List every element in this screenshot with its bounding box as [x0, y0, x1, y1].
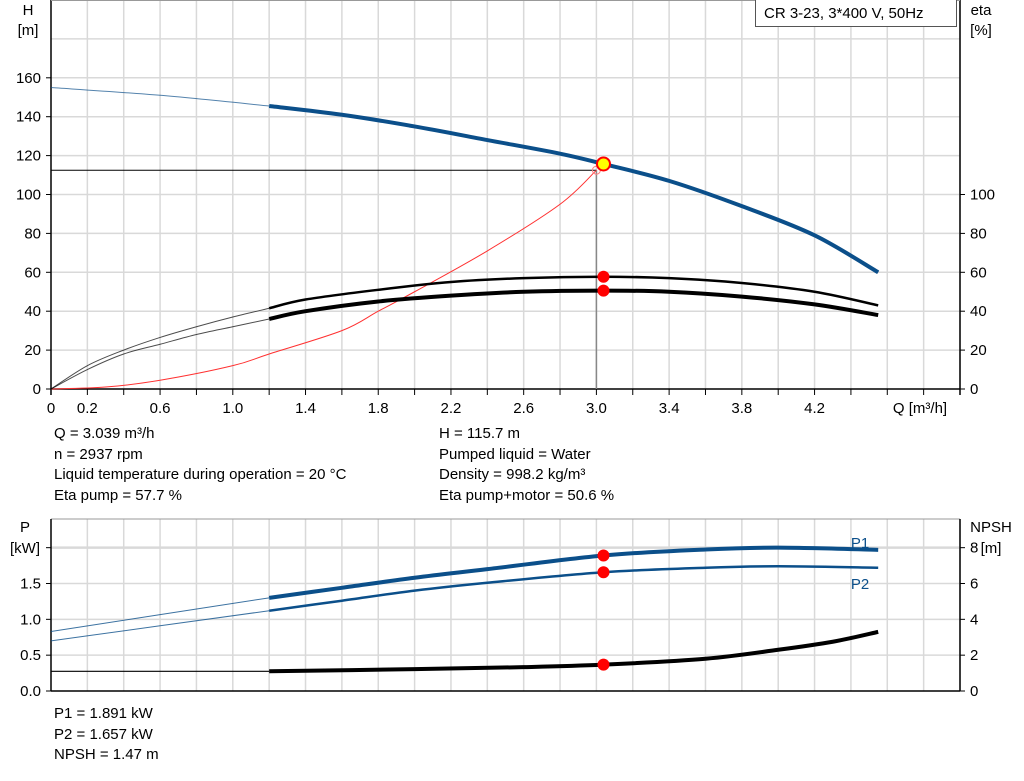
info-block-power: P1 = 1.891 kW P2 = 1.657 kW NPSH = 1.47 … — [54, 704, 159, 766]
p1-curve — [268, 545, 879, 600]
p1-curve-extrapolated — [50, 597, 270, 633]
pump-legend-box: CR 3-23, 3*400 V, 50Hz — [755, 0, 957, 27]
p1-series-label: P1 — [851, 535, 869, 552]
x-tick-label: 2.6 — [513, 400, 534, 417]
info-npsh: NPSH = 1.47 m — [54, 746, 159, 763]
y-tick-label-left: 0.0 — [20, 683, 41, 700]
p2-operating-point — [597, 566, 610, 579]
y-tick-label-right: 6 — [970, 576, 978, 593]
eta_pump_motor-curve-extrapolated — [50, 318, 270, 390]
y-tick-label-left: 1.5 — [20, 576, 41, 593]
y-tick-label-right: 4 — [970, 611, 978, 628]
y-tick-label-left: 140 — [16, 109, 41, 126]
y-tick-label-left: 1.0 — [20, 611, 41, 628]
y-axis-unit-left: [kW] — [10, 540, 40, 557]
p2-curve — [268, 565, 879, 612]
info-head: H = 115.7 m — [439, 425, 521, 442]
y-axis-label-right: eta — [971, 2, 993, 19]
y-tick-label-left: 0.5 — [20, 647, 41, 664]
info-flow: Q = 3.039 m³/h — [54, 425, 155, 442]
y-tick-label-right: 0 — [970, 683, 978, 700]
operating-point — [595, 156, 611, 172]
x-tick-label: 0 — [47, 400, 55, 417]
eta_pump-curve-extrapolated — [50, 307, 270, 390]
x-tick-label: 1.4 — [295, 400, 316, 417]
x-tick-label: 4.2 — [804, 400, 825, 417]
y-axis-label-left: P — [20, 519, 30, 536]
system-curve — [50, 169, 597, 390]
y-tick-label-right: 20 — [970, 342, 987, 359]
H-curve — [268, 104, 880, 275]
y-axis-unit-left: [m] — [18, 22, 39, 39]
info-temperature: Liquid temperature during operation = 20… — [54, 466, 347, 483]
npsh-curve — [269, 629, 879, 674]
y-tick-label-left: 80 — [24, 225, 41, 242]
y-tick-label-right: 100 — [970, 187, 995, 204]
y-tick-label-right: 8 — [970, 540, 978, 557]
y-tick-label-left: 100 — [16, 187, 41, 204]
x-tick-label: 0.6 — [150, 400, 171, 417]
x-tick-label: 0.2 — [77, 400, 98, 417]
pump-model-label: CR 3-23, 3*400 V, 50Hz — [764, 5, 924, 22]
y-axis-label-right: NPSH — [970, 519, 1012, 536]
x-tick-label: 1.8 — [368, 400, 389, 417]
info-block-left: Q = 3.039 m³/h n = 2937 rpm Liquid tempe… — [54, 424, 346, 506]
y-tick-label-right: 60 — [970, 264, 987, 281]
info-p1: P1 = 1.891 kW — [54, 705, 153, 722]
npsh-operating-point — [597, 658, 610, 671]
y-tick-label-left: 60 — [24, 264, 41, 281]
y-tick-label-left: 120 — [16, 148, 41, 165]
eta_pump-curve — [268, 275, 879, 310]
y-tick-label-right: 80 — [970, 225, 987, 242]
x-tick-label: 3.0 — [586, 400, 607, 417]
y-tick-label-right: 0 — [970, 381, 978, 398]
eta-pump-motor-point — [597, 284, 610, 297]
y-tick-label-left: 20 — [24, 342, 41, 359]
info-speed: n = 2937 rpm — [54, 445, 143, 463]
p2-series-label: P2 — [851, 576, 869, 593]
info-eta-pump-motor: Eta pump+motor = 50.6 % — [439, 486, 615, 504]
info-liquid: Pumped liquid = Water — [439, 445, 591, 463]
y-tick-label-right: 40 — [970, 303, 987, 320]
info-block-right: H = 115.7 m Pumped liquid = Water Densit… — [439, 424, 614, 506]
p2-curve-extrapolated — [50, 610, 270, 642]
x-axis-label: Q [m³/h] — [893, 400, 947, 417]
y-tick-label-left: 0 — [33, 381, 41, 398]
x-tick-label: 2.2 — [441, 400, 462, 417]
info-eta-pump: Eta pump = 57.7 % — [54, 486, 182, 504]
info-density: Density = 998.2 kg/m³ — [439, 466, 586, 483]
x-tick-label: 3.8 — [731, 400, 752, 417]
y-axis-unit-right: [m] — [981, 540, 1002, 557]
eta-pump-point — [597, 270, 610, 283]
y-tick-label-right: 2 — [970, 647, 978, 664]
p1-operating-point — [597, 549, 610, 562]
y-axis-label-left: H — [23, 2, 34, 19]
y-tick-label-left: 160 — [16, 70, 41, 87]
info-p2: P2 = 1.657 kW — [54, 725, 153, 743]
x-tick-label: 1.0 — [222, 400, 243, 417]
eta_pump_motor-curve — [268, 288, 879, 321]
y-axis-unit-right: [%] — [970, 22, 992, 39]
y-tick-label-left: 40 — [24, 303, 41, 320]
x-tick-label: 3.4 — [659, 400, 680, 417]
H-curve-extrapolated — [50, 87, 270, 107]
